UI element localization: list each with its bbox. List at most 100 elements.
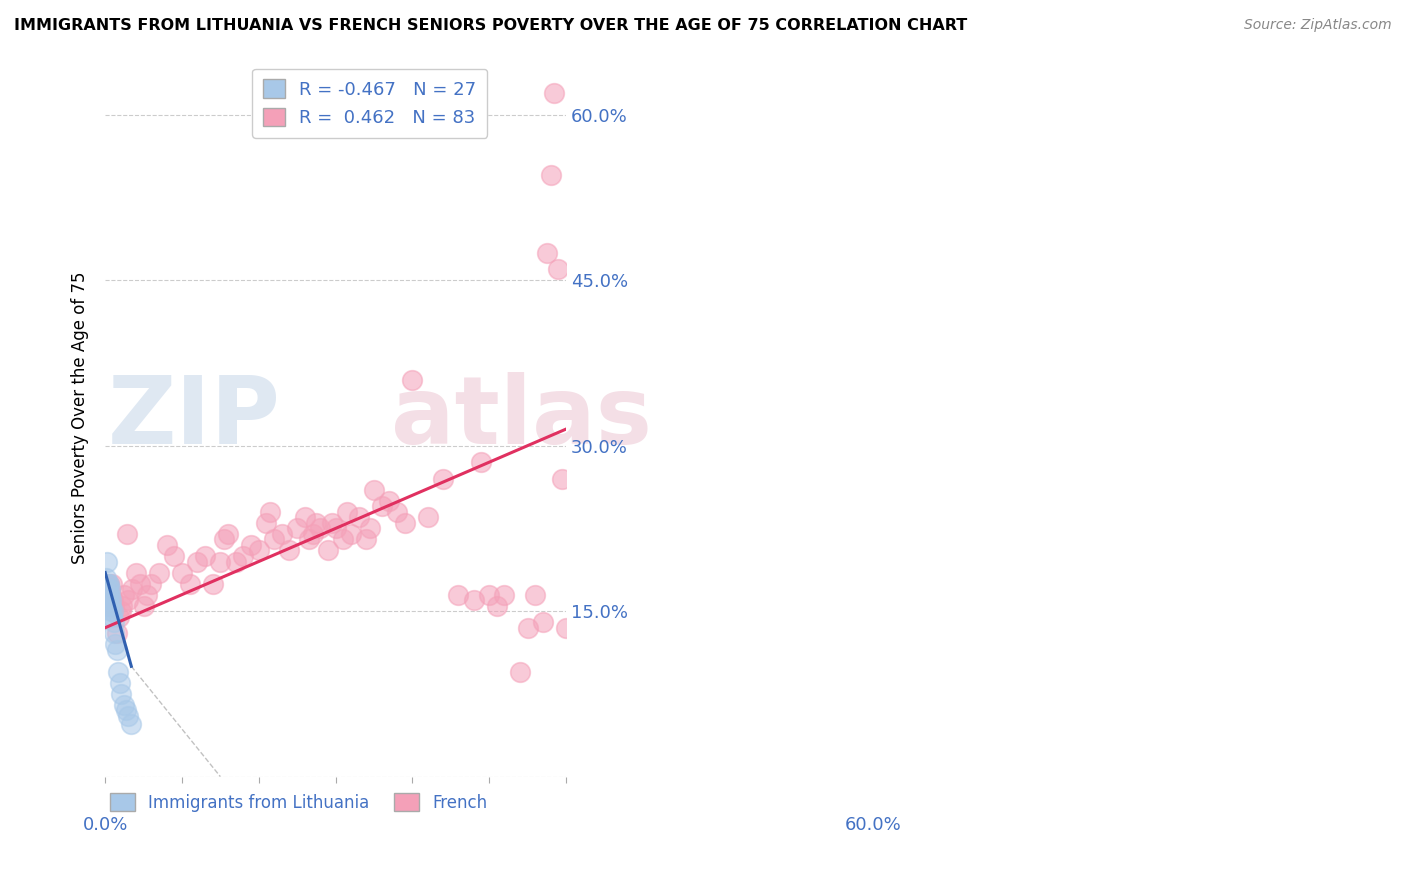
Point <box>256 516 278 530</box>
Text: 0.0%: 0.0% <box>83 816 128 834</box>
Point <box>148 566 170 580</box>
Point <box>94 571 117 585</box>
Point <box>101 604 124 618</box>
Point <box>100 599 122 613</box>
Point <box>494 588 516 602</box>
Point <box>485 599 508 613</box>
Text: IMMIGRANTS FROM LITHUANIA VS FRENCH SENIORS POVERTY OVER THE AGE OF 75 CORRELATI: IMMIGRANTS FROM LITHUANIA VS FRENCH SENI… <box>14 18 967 33</box>
Point <box>105 626 128 640</box>
Text: Source: ZipAtlas.com: Source: ZipAtlas.com <box>1244 18 1392 32</box>
Point <box>209 555 232 569</box>
Point <box>336 505 359 519</box>
Point <box>531 615 554 630</box>
Point <box>356 533 378 547</box>
Point <box>96 555 118 569</box>
Point <box>96 582 118 596</box>
Point <box>111 599 134 613</box>
Point <box>98 576 121 591</box>
Point <box>416 510 439 524</box>
Text: 60.0%: 60.0% <box>845 816 901 834</box>
Point <box>370 500 392 514</box>
Point <box>470 455 492 469</box>
Point <box>170 566 193 580</box>
Point <box>98 588 121 602</box>
Point <box>121 582 143 596</box>
Point <box>259 505 281 519</box>
Point <box>316 543 339 558</box>
Point <box>115 703 138 717</box>
Point <box>103 599 125 613</box>
Point <box>100 599 122 613</box>
Point <box>98 593 121 607</box>
Point <box>136 588 159 602</box>
Point <box>104 637 127 651</box>
Point <box>96 588 118 602</box>
Point <box>98 576 121 591</box>
Point <box>103 615 125 630</box>
Point <box>112 698 135 712</box>
Point <box>110 687 132 701</box>
Text: atlas: atlas <box>391 372 652 464</box>
Point <box>401 372 423 386</box>
Point <box>96 588 118 602</box>
Point <box>97 582 120 596</box>
Point <box>554 621 576 635</box>
Point <box>100 604 122 618</box>
Point <box>97 593 120 607</box>
Point <box>394 516 416 530</box>
Point <box>101 593 124 607</box>
Point <box>432 472 454 486</box>
Point <box>156 538 179 552</box>
Point <box>117 709 139 723</box>
Text: ZIP: ZIP <box>107 372 280 464</box>
Point <box>100 588 122 602</box>
Point <box>163 549 186 563</box>
Point <box>359 521 381 535</box>
Point <box>108 609 131 624</box>
Point <box>332 533 354 547</box>
Point <box>100 593 122 607</box>
Point <box>96 576 118 591</box>
Point <box>285 521 308 535</box>
Point <box>463 593 485 607</box>
Point <box>194 549 217 563</box>
Point <box>232 549 254 563</box>
Point <box>107 665 129 679</box>
Point <box>447 588 470 602</box>
Y-axis label: Seniors Poverty Over the Age of 75: Seniors Poverty Over the Age of 75 <box>72 272 89 565</box>
Point <box>294 510 316 524</box>
Point <box>125 566 148 580</box>
Point <box>509 665 531 679</box>
Point <box>551 472 574 486</box>
Point <box>325 521 347 535</box>
Point <box>101 609 124 624</box>
Point <box>225 555 247 569</box>
Point <box>132 599 155 613</box>
Point <box>347 510 370 524</box>
Point <box>540 169 562 183</box>
Point <box>278 543 301 558</box>
Point <box>98 588 121 602</box>
Point <box>186 555 208 569</box>
Point <box>101 576 124 591</box>
Point <box>217 527 239 541</box>
Point <box>141 576 163 591</box>
Point <box>98 582 121 596</box>
Point <box>108 676 131 690</box>
Point <box>263 533 285 547</box>
Point <box>378 493 401 508</box>
Point <box>97 599 120 613</box>
Point <box>105 642 128 657</box>
Point <box>524 588 547 602</box>
Point <box>385 505 408 519</box>
Point <box>309 521 332 535</box>
Point <box>516 621 538 635</box>
Point <box>321 516 343 530</box>
Point <box>543 86 565 100</box>
Point <box>547 262 569 277</box>
Point <box>128 576 150 591</box>
Point <box>478 588 501 602</box>
Point <box>536 245 558 260</box>
Point <box>363 483 385 497</box>
Legend: Immigrants from Lithuania, French: Immigrants from Lithuania, French <box>103 787 495 819</box>
